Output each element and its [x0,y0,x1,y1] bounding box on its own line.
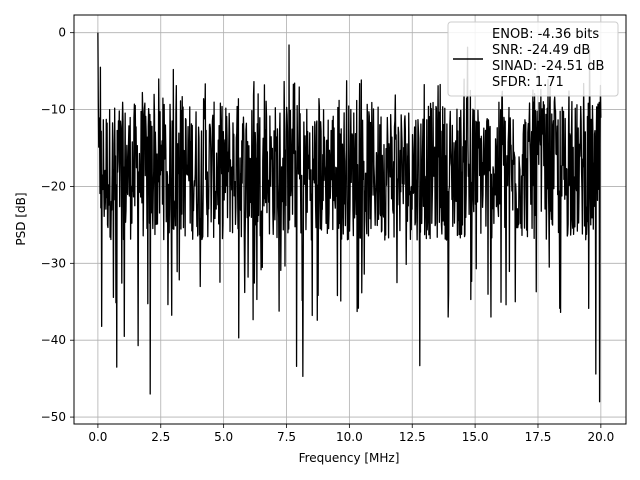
x-tick-label: 15.0 [462,430,489,444]
x-tick-label: 10.0 [336,430,363,444]
y-tick-label: −40 [41,333,66,347]
legend-box [447,21,619,97]
x-tick-label: 12.5 [399,430,426,444]
series-line-psd [97,32,602,403]
x-tick-label: 7.5 [277,430,296,444]
x-tick-label: 17.5 [525,430,552,444]
y-tick-label: −20 [41,179,66,193]
legend-line-enob: ENOB: -4.36 bits [492,27,599,42]
legend-line-snr: SNR: -24.49 dB [492,43,590,58]
x-tick-label: 0.0 [88,430,107,444]
y-axis-label: PSD [dB] [14,192,28,245]
x-tick-label: 20.0 [587,430,614,444]
x-tick-label: 2.5 [151,430,170,444]
axes-frame [73,14,627,425]
y-axis-ticks: 0 −10 −20 −30 −40 −50 [41,26,74,424]
y-tick-label: 0 [58,26,66,40]
legend-line-sinad: SINAD: -24.51 dB [492,59,604,74]
legend-line-sfdr: SFDR: 1.71 [492,75,564,90]
y-tick-label: −30 [41,256,66,270]
x-tick-label: 5.0 [214,430,233,444]
series-layer [97,32,602,403]
x-axis-ticks: 0.0 2.5 5.0 7.5 10.0 12.5 15.0 17.5 20.0 [88,424,614,444]
legend: ENOB: -4.36 bits SNR: -24.49 dB SINAD: -… [447,21,619,97]
y-tick-label: −10 [41,103,66,117]
x-axis-label: Frequency [MHz] [299,451,400,465]
y-tick-label: −50 [41,410,66,424]
